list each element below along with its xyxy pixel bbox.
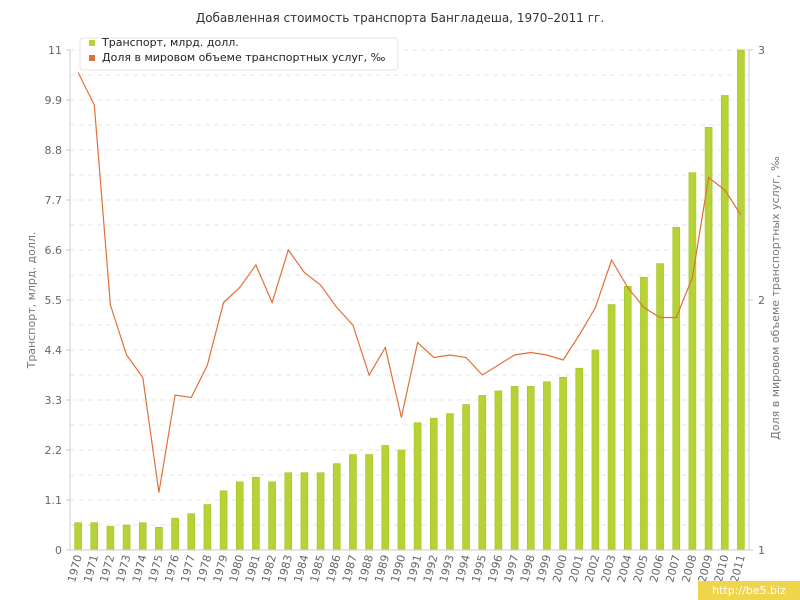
bar xyxy=(138,522,147,551)
y2-tick-label: 2 xyxy=(758,294,765,307)
bar xyxy=(688,172,697,551)
bar xyxy=(656,263,664,551)
y-tick-label: 5.5 xyxy=(45,294,63,307)
legend-label-bar: Транспорт, млрд. долл. xyxy=(101,36,239,49)
bar xyxy=(235,481,244,551)
y2-axis-ticks: 1 2 3 xyxy=(749,44,765,557)
bar xyxy=(672,226,681,551)
bar xyxy=(575,367,584,551)
bar xyxy=(413,422,422,551)
bar xyxy=(203,504,212,551)
bar xyxy=(349,454,357,551)
bar xyxy=(74,522,82,551)
bar-series xyxy=(74,49,745,551)
bar xyxy=(623,286,632,551)
bar xyxy=(268,481,276,551)
bar xyxy=(510,386,519,551)
y2-axis-title: Доля в мировом объеме транспортных услуг… xyxy=(769,156,782,440)
chart-title: Добавленная стоимость транспорта Банглад… xyxy=(196,11,604,25)
bar xyxy=(446,413,454,551)
bar xyxy=(559,376,567,551)
bar xyxy=(316,472,325,551)
y-tick-label: 3.3 xyxy=(45,394,63,407)
bar xyxy=(300,472,309,551)
bar xyxy=(219,490,228,551)
y-tick-label: 2.2 xyxy=(45,444,63,457)
y-tick-label: 4.4 xyxy=(45,344,63,357)
y-tick-label: 9.9 xyxy=(45,94,63,107)
y2-tick-label: 3 xyxy=(758,44,765,57)
bar xyxy=(737,49,745,551)
bar xyxy=(284,472,293,551)
bar xyxy=(381,445,390,551)
line-series xyxy=(77,72,742,493)
bar xyxy=(526,386,535,551)
line-path xyxy=(77,72,742,493)
bar xyxy=(171,517,179,551)
y-axis-ticks: 0 1.1 2.2 3.3 4.4 5.5 6.6 7.7 8.8 9.9 11 xyxy=(45,44,70,557)
y2-tick-label: 1 xyxy=(758,544,765,557)
bar xyxy=(90,522,99,551)
bar xyxy=(187,513,196,551)
bar xyxy=(640,276,648,551)
y-tick-label: 1.1 xyxy=(45,494,63,507)
bar xyxy=(397,449,406,551)
legend-marker-bar xyxy=(89,40,95,46)
bar xyxy=(607,304,616,551)
legend: Транспорт, млрд. долл. Доля в мировом об… xyxy=(79,36,399,71)
bar xyxy=(462,404,470,551)
bar xyxy=(122,524,131,551)
y-tick-label: 7.7 xyxy=(45,194,63,207)
y-axis-title: Транспорт, млрд. долл. xyxy=(25,232,38,370)
y-tick-label: 6.6 xyxy=(45,244,63,257)
bar xyxy=(720,95,729,551)
bar xyxy=(543,381,551,551)
legend-label-line: Доля в мировом объеме транспортных услуг… xyxy=(102,51,386,64)
bar xyxy=(252,476,260,551)
bar xyxy=(429,417,438,551)
bar xyxy=(155,526,163,551)
x-axis-ticks: 1970197119721973197419751976197719781979… xyxy=(65,553,748,583)
bar xyxy=(478,395,487,551)
legend-box xyxy=(79,37,399,71)
legend-marker-line xyxy=(89,55,95,61)
bar xyxy=(494,390,503,551)
bar xyxy=(332,463,341,551)
bar xyxy=(106,526,115,551)
y-tick-label: 0 xyxy=(55,544,62,557)
bar xyxy=(591,349,600,551)
y-tick-label: 11 xyxy=(48,44,62,57)
y-tick-label: 8.8 xyxy=(45,144,63,157)
watermark-link[interactable]: http://be5.biz xyxy=(698,581,800,600)
bar xyxy=(365,454,373,551)
